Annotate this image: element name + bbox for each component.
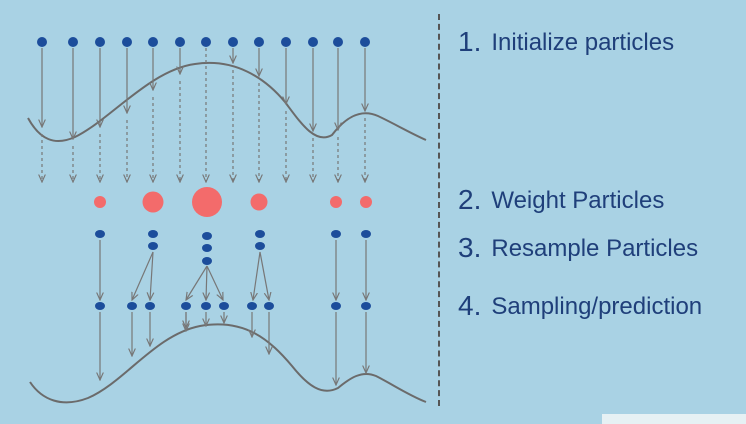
step-initialize: 1. Initialize particles xyxy=(458,28,674,56)
step-label: Sampling/prediction xyxy=(491,293,703,320)
resample-arrow xyxy=(132,251,154,300)
step-number: 3. xyxy=(458,232,482,263)
predicted-particle xyxy=(219,302,229,310)
predicted-particle xyxy=(127,302,137,310)
resampled-particle xyxy=(95,230,105,238)
initial-particle xyxy=(308,37,318,47)
resampled-particle xyxy=(361,230,371,238)
resampled-particle xyxy=(148,242,158,250)
resampled-particle xyxy=(202,244,212,252)
step-label: Weight Particles xyxy=(491,187,665,214)
weighted-particle xyxy=(330,196,342,208)
initial-particle xyxy=(281,37,291,47)
predicted-particle xyxy=(201,302,211,310)
resample-arrow xyxy=(206,265,207,300)
resampled-particle xyxy=(202,257,212,265)
initial-particle xyxy=(228,37,238,47)
weighted-particle xyxy=(360,196,372,208)
step-sampling: 4. Sampling/prediction xyxy=(458,292,702,320)
step-number: 1. xyxy=(458,26,482,57)
step-weight: 2. Weight Particles xyxy=(458,186,664,214)
resample-arrow xyxy=(150,251,153,300)
predicted-particle xyxy=(331,302,341,310)
initial-particle xyxy=(68,37,78,47)
weighted-particle xyxy=(250,193,268,211)
initial-particle xyxy=(254,37,264,47)
dashed-divider xyxy=(438,14,440,406)
weighted-particle xyxy=(192,187,222,217)
resample-arrow xyxy=(186,265,208,300)
predicted-particle xyxy=(145,302,155,310)
step-resample: 3. Resample Particles xyxy=(458,234,698,262)
predicted-particle xyxy=(361,302,371,310)
predicted-particle xyxy=(247,302,257,310)
predicted-particle xyxy=(264,302,274,310)
initial-particle xyxy=(201,37,211,47)
initial-particle xyxy=(95,37,105,47)
initial-particle xyxy=(175,37,185,47)
predicted-particle xyxy=(181,302,191,310)
resample-arrow xyxy=(206,265,223,300)
weighted-particle xyxy=(142,191,164,213)
bottom-curve xyxy=(29,323,427,404)
resampled-particle xyxy=(255,230,265,238)
resampled-particle xyxy=(255,242,265,250)
corner-strip xyxy=(602,414,746,424)
initial-particle xyxy=(360,37,370,47)
initial-particle xyxy=(148,37,158,47)
resample-arrow xyxy=(253,251,261,300)
weighted-particle xyxy=(94,196,106,208)
step-number: 2. xyxy=(458,184,482,215)
initial-particle xyxy=(333,37,343,47)
top-curve xyxy=(27,61,427,142)
resampled-particle xyxy=(202,232,212,240)
predicted-particle xyxy=(95,302,105,310)
step-label: Initialize particles xyxy=(491,29,675,56)
resampled-particle xyxy=(331,230,341,238)
step-label: Resample Particles xyxy=(491,235,699,262)
initial-particle xyxy=(122,37,132,47)
resampled-particle xyxy=(148,230,158,238)
initial-particle xyxy=(37,37,47,47)
resample-arrow xyxy=(259,251,269,300)
step-number: 4. xyxy=(458,290,482,321)
